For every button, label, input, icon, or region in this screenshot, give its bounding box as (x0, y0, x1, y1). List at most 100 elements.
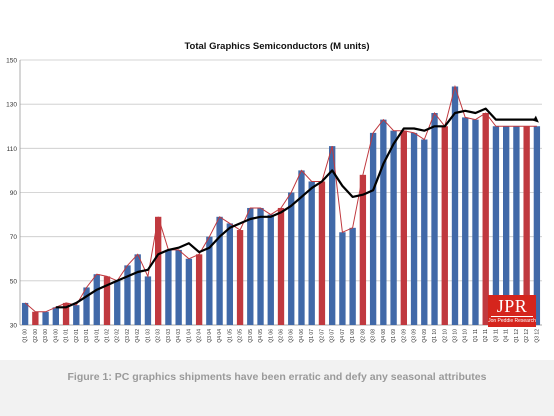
caption-bar (0, 360, 554, 416)
bar (298, 170, 305, 325)
x-tick-label: Q2 08 (360, 329, 366, 343)
logo-mark: JPR (491, 296, 533, 317)
x-tick-label: Q2 01 (74, 329, 80, 343)
x-tick-label: Q3 02 (125, 329, 131, 343)
x-tick-label: Q1 07 (309, 329, 315, 343)
x-tick-label: Q2 10 (442, 329, 448, 343)
bar (32, 311, 39, 325)
x-tick-label: Q1 08 (350, 329, 356, 343)
x-tick-label: Q3 00 (43, 329, 49, 343)
bar (369, 132, 377, 325)
bar (114, 280, 121, 325)
x-tick-label: Q3 10 (453, 329, 459, 343)
bar (339, 232, 346, 325)
x-tick-label: Q3 09 (412, 329, 418, 343)
bar (277, 207, 285, 325)
x-tick-label: Q4 11 (504, 329, 510, 342)
x-tick-label: Q3 07 (330, 329, 336, 343)
x-tick-label: Q1 06 (268, 329, 274, 343)
bar (93, 274, 100, 325)
y-tick-label: 90 (10, 190, 18, 197)
bar (185, 258, 193, 325)
x-tick-label: Q3 01 (84, 329, 90, 343)
bar (308, 181, 315, 325)
bar (451, 86, 459, 325)
bar (472, 119, 479, 325)
bar (247, 207, 254, 325)
x-tick-label: Q1 10 (432, 329, 438, 343)
y-tick-label: 150 (6, 58, 17, 65)
bar (134, 254, 141, 325)
x-tick-label: Q4 10 (463, 329, 469, 343)
bar (206, 236, 213, 325)
x-tick-label: Q4 09 (422, 329, 428, 343)
bar (236, 230, 244, 325)
x-tick-label: Q3 12 (534, 329, 540, 343)
x-tick-label: Q4 04 (217, 329, 223, 343)
bar (503, 126, 510, 325)
series-line-average (55, 107, 537, 309)
bar (73, 305, 80, 325)
series-line-red (24, 84, 537, 313)
bar (431, 113, 438, 325)
x-tick-label: Q2 09 (401, 329, 407, 343)
x-tick-label: Q1 01 (64, 329, 70, 343)
x-tick-label: Q3 03 (166, 329, 172, 343)
x-tick-label: Q4 00 (53, 329, 59, 343)
x-tick-label: Q4 05 (258, 329, 264, 343)
bar (390, 130, 397, 325)
x-tick-label: Q3 11 (493, 329, 499, 342)
bar (195, 254, 203, 325)
x-tick-label: Q1 12 (514, 329, 520, 343)
x-tick-label: Q1 11 (473, 329, 479, 342)
x-tick-label: Q2 02 (115, 329, 121, 343)
x-tick-label: Q2 05 (238, 329, 244, 343)
bar (175, 249, 182, 325)
x-tick-label: Q4 07 (340, 329, 346, 343)
bar (400, 130, 407, 325)
x-tick-label: Q1 09 (391, 329, 397, 343)
bar (482, 113, 489, 325)
bar (410, 132, 418, 325)
bar (62, 302, 70, 325)
bar (318, 181, 326, 325)
x-tick-label: Q2 11 (483, 329, 489, 342)
bar (462, 117, 469, 326)
figure-caption: Figure 1: PC graphics shipments have bee… (67, 371, 487, 383)
bar (165, 249, 172, 325)
x-tick-label: Q2 07 (319, 329, 325, 343)
jpr-logo: JPR Jon Peddie Research (488, 295, 536, 327)
x-tick-label: Q3 08 (371, 329, 377, 343)
x-tick-label: Q2 12 (524, 329, 530, 343)
x-tick-label: Q4 01 (94, 329, 100, 343)
y-tick-label: 70 (10, 234, 18, 241)
bar (441, 126, 448, 325)
y-tick-label: 130 (6, 102, 17, 109)
bar (144, 276, 152, 325)
bar (513, 126, 520, 325)
bar (226, 223, 233, 325)
bar (267, 214, 274, 325)
bar (329, 146, 336, 325)
bar (52, 307, 59, 325)
bar (83, 287, 90, 325)
bar (103, 276, 111, 325)
x-tick-label: Q1 05 (227, 329, 233, 343)
bar (421, 139, 428, 325)
bar (523, 126, 530, 325)
chart-title: Total Graphics Semiconductors (M units) (184, 41, 370, 52)
bar (257, 207, 264, 325)
line-arrowhead (532, 115, 539, 123)
bar (533, 126, 541, 325)
bar (216, 216, 223, 325)
x-tick-label: Q1 02 (105, 329, 111, 343)
x-tick-label: Q3 05 (248, 329, 254, 343)
x-tick-label: Q2 06 (279, 329, 285, 343)
bar (359, 174, 367, 325)
x-tick-label: Q1 04 (186, 329, 192, 343)
x-tick-label: Q1 03 (145, 329, 151, 343)
x-tick-label: Q3 06 (289, 329, 295, 343)
y-tick-label: 50 (10, 278, 18, 285)
